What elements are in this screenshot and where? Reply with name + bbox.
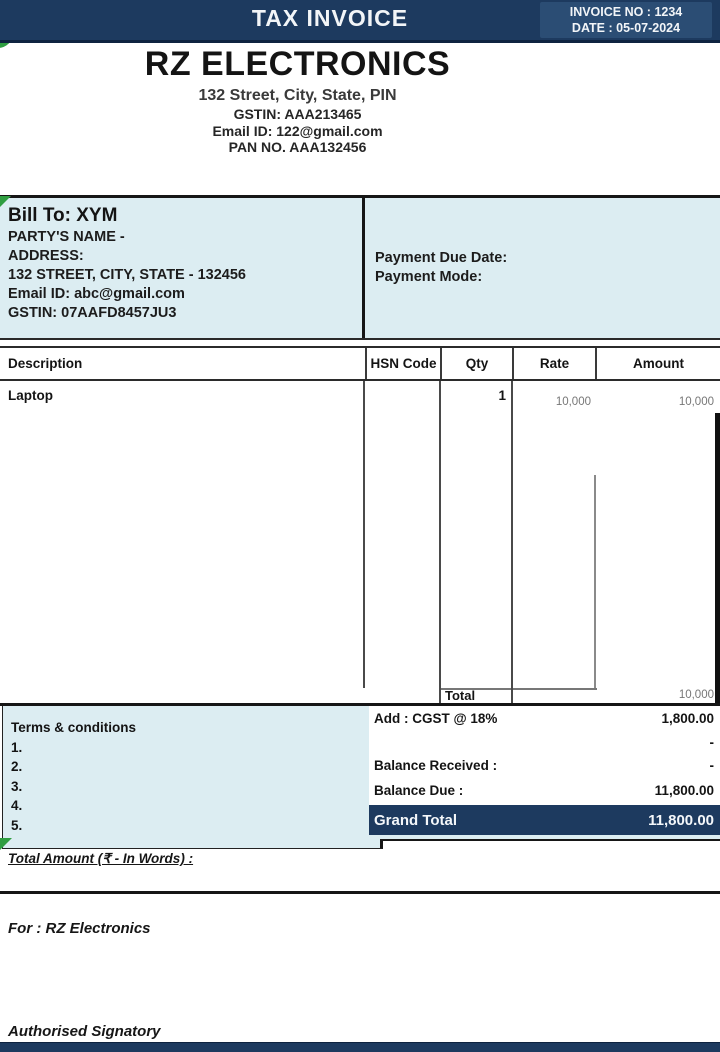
invoice-number: INVOICE NO : 1234: [570, 4, 683, 20]
company-pan: PAN NO. AAA132456: [0, 139, 595, 156]
terms-title: Terms & conditions: [11, 718, 372, 738]
column-divider: [439, 688, 441, 703]
col-header-hsn: HSN Code: [365, 348, 440, 379]
balance-due-label: Balance Due :: [369, 783, 463, 798]
invoice-meta-panel: INVOICE NO : 1234 DATE : 05-07-2024: [540, 2, 712, 38]
column-divider: [363, 381, 365, 688]
terms-item: 3.: [11, 777, 372, 797]
grand-total-label: Grand Total: [369, 812, 457, 829]
items-table-header: Description HSN Code Qty Rate Amount: [0, 346, 720, 381]
col-header-description: Description: [0, 348, 365, 379]
column-divider: [511, 381, 513, 688]
terms-item: 5.: [11, 816, 372, 836]
item-qty: 1: [440, 388, 506, 403]
column-divider: [511, 688, 513, 703]
company-block: RZ ELECTRONICS 132 Street, City, State, …: [0, 44, 595, 156]
billto-payment-section: Bill To: XYM PARTY'S NAME - ADDRESS: 132…: [0, 195, 720, 340]
column-divider: [439, 381, 441, 688]
blank-value: -: [710, 735, 720, 750]
grand-total-bar: Grand Total 11,800.00: [369, 805, 720, 835]
payment-mode-label: Payment Mode:: [375, 268, 720, 287]
column-divider: [594, 475, 596, 688]
col-header-qty: Qty: [440, 348, 512, 379]
amount-in-words-label: Total Amount (₹ - In Words) :: [8, 851, 193, 867]
grand-total-value: 11,800.00: [648, 812, 720, 829]
billto-address: 132 STREET, CITY, STATE - 132456: [8, 266, 354, 285]
billto-party-name: PARTY'S NAME -: [8, 228, 354, 247]
summary-section: Terms & conditions 1. 2. 3. 4. 5. Add : …: [0, 703, 720, 841]
balance-due-value: 11,800.00: [655, 783, 720, 798]
terms-item: 2.: [11, 757, 372, 777]
total-label: Total: [445, 688, 475, 703]
invoice-date: DATE : 05-07-2024: [572, 20, 680, 36]
payment-block: Payment Due Date: Payment Mode:: [365, 198, 720, 338]
totals-rows: Add : CGST @ 18% 1,800.00 - Balance Rece…: [369, 706, 720, 805]
item-amount: 10,000: [597, 396, 714, 408]
company-name: RZ ELECTRONICS: [0, 44, 595, 84]
cgst-label: Add : CGST @ 18%: [369, 711, 497, 726]
col-header-rate: Rate: [512, 348, 595, 379]
summary-row-cgst: Add : CGST @ 18% 1,800.00: [369, 706, 720, 730]
total-amount: 10,000: [597, 689, 714, 701]
summary-row-balance-received: Balance Received : -: [369, 754, 720, 777]
payment-due-date-label: Payment Due Date:: [375, 249, 720, 268]
authorised-signatory-label: Authorised Signatory: [8, 1023, 161, 1040]
corner-accent-icon: [0, 196, 11, 207]
horizontal-divider: [0, 891, 720, 894]
item-rate: 10,000: [513, 396, 591, 408]
terms-item: 1.: [11, 738, 372, 758]
summary-row-blank: -: [369, 730, 720, 754]
company-address: 132 Street, City, State, PIN: [0, 86, 595, 106]
balance-received-label: Balance Received :: [369, 758, 497, 773]
item-description: Laptop: [8, 388, 53, 403]
billto-block: Bill To: XYM PARTY'S NAME - ADDRESS: 132…: [0, 198, 365, 338]
billto-email: Email ID: abc@gmail.com: [8, 285, 354, 304]
billto-title: Bill To: XYM: [8, 204, 354, 228]
billto-gstin: GSTIN: 07AAFD8457JU3: [8, 304, 354, 323]
table-total-row: Total 10,000: [0, 688, 720, 703]
company-email: Email ID: 122@gmail.com: [0, 123, 595, 140]
col-header-amount: Amount: [595, 348, 720, 379]
balance-received-value: -: [710, 758, 720, 773]
summary-row-balance-due: Balance Due : 11,800.00: [369, 777, 720, 803]
billto-address-label: ADDRESS:: [8, 247, 354, 266]
items-table-body: Laptop 1 10,000 10,000: [0, 381, 720, 688]
cgst-value: 1,800.00: [661, 711, 720, 726]
table-right-border: [715, 413, 720, 688]
corner-accent-icon: [0, 838, 12, 850]
table-right-border: [715, 688, 720, 703]
company-gstin: GSTIN: AAA213465: [0, 106, 595, 123]
terms-box: Terms & conditions 1. 2. 3. 4. 5.: [2, 706, 383, 849]
for-company-label: For : RZ Electronics: [8, 920, 151, 937]
totals-block: Add : CGST @ 18% 1,800.00 - Balance Rece…: [369, 706, 720, 839]
terms-item: 4.: [11, 796, 372, 816]
